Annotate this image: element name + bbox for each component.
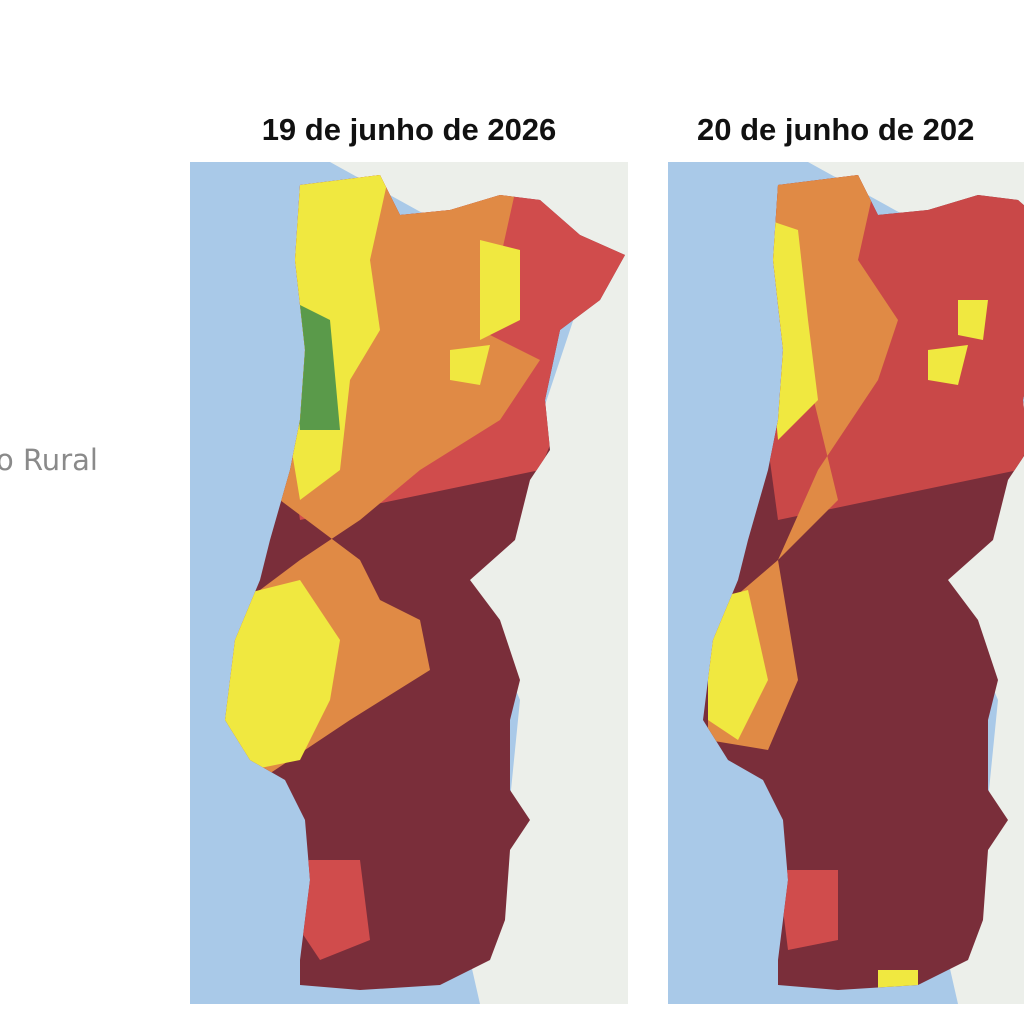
map-title: 20 de junho de 202 xyxy=(697,112,974,147)
risk-map xyxy=(190,162,628,1004)
map-title: 19 de junho de 2026 xyxy=(262,112,557,147)
risk-map xyxy=(668,162,1024,1004)
side-label: o Rural xyxy=(0,443,98,477)
